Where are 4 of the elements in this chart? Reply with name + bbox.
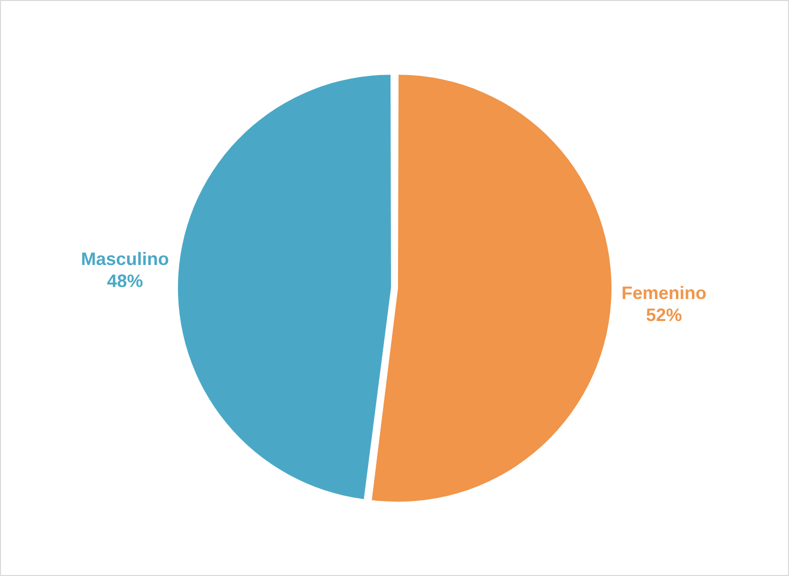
data-label: 52% bbox=[646, 304, 682, 325]
slice-label: Femenino bbox=[621, 282, 706, 303]
slice-label: Masculino bbox=[81, 249, 170, 270]
data-label: 48% bbox=[107, 271, 144, 292]
